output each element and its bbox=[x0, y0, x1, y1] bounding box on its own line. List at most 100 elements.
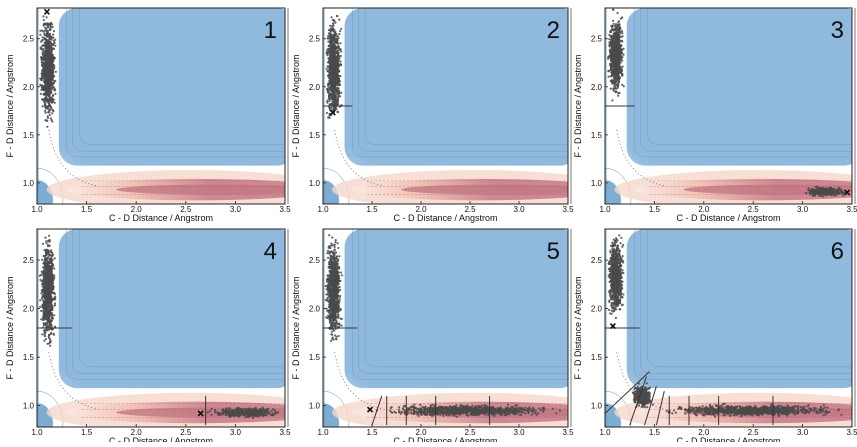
sample-point bbox=[45, 100, 47, 102]
sample-point bbox=[48, 290, 50, 292]
sample-point bbox=[54, 297, 56, 299]
sample-point bbox=[45, 242, 47, 244]
sample-point bbox=[49, 72, 51, 74]
sample-point bbox=[45, 23, 47, 25]
sample-point bbox=[338, 94, 340, 96]
sample-point bbox=[45, 53, 47, 55]
sample-point bbox=[814, 189, 816, 191]
sample-point bbox=[49, 301, 51, 303]
sample-point bbox=[42, 15, 44, 17]
sample-point bbox=[225, 414, 227, 416]
sample-point bbox=[619, 23, 621, 25]
sample-point bbox=[623, 48, 625, 50]
sample-point bbox=[50, 69, 52, 71]
sample-point bbox=[610, 88, 612, 90]
sample-point bbox=[44, 323, 46, 325]
sample-point bbox=[45, 58, 47, 60]
sample-point bbox=[209, 410, 211, 412]
sample-point bbox=[49, 345, 51, 347]
y-tick-label: 2.5 bbox=[23, 35, 35, 44]
sample-point bbox=[327, 257, 329, 259]
sample-point bbox=[336, 96, 338, 98]
sample-point bbox=[333, 250, 335, 252]
sample-point bbox=[39, 306, 41, 308]
sample-point bbox=[335, 66, 337, 68]
sample-point bbox=[622, 35, 624, 37]
sample-point bbox=[339, 30, 341, 32]
sample-point bbox=[44, 34, 46, 36]
sample-point bbox=[328, 60, 330, 62]
sample-point bbox=[45, 108, 47, 110]
sample-point bbox=[618, 20, 620, 22]
sample-point bbox=[825, 188, 827, 190]
sample-point bbox=[339, 280, 341, 282]
y-axis-label: F - D Distance / Angstrom bbox=[573, 54, 583, 157]
sample-point bbox=[328, 91, 330, 93]
sample-point bbox=[231, 413, 233, 415]
sample-point bbox=[39, 34, 41, 36]
sample-point bbox=[623, 85, 625, 87]
x-tick-label: 3.5 bbox=[562, 205, 574, 214]
sample-point bbox=[337, 242, 339, 244]
surface-plateau bbox=[59, 8, 295, 166]
sample-point bbox=[333, 19, 335, 21]
sample-point bbox=[52, 253, 54, 255]
sample-point bbox=[615, 23, 617, 25]
sample-point bbox=[48, 111, 50, 113]
sample-point bbox=[328, 234, 330, 236]
sample-point bbox=[612, 20, 614, 22]
sample-point bbox=[47, 56, 49, 58]
sample-point bbox=[815, 186, 817, 188]
sample-point bbox=[48, 87, 50, 89]
sample-point bbox=[616, 32, 618, 34]
sample-point bbox=[338, 84, 340, 86]
sample-point bbox=[613, 64, 615, 66]
sample-point bbox=[260, 414, 262, 416]
surface-plateau bbox=[345, 229, 578, 388]
sample-point bbox=[49, 251, 51, 253]
sample-point bbox=[54, 302, 56, 304]
y-tick-label: 2.5 bbox=[591, 35, 603, 44]
sample-point bbox=[340, 50, 342, 52]
sample-point bbox=[50, 119, 52, 121]
sample-point bbox=[41, 47, 43, 49]
y-tick-label: 2.0 bbox=[23, 305, 35, 314]
sample-point bbox=[47, 310, 49, 312]
sample-point bbox=[40, 274, 42, 276]
sample-point bbox=[50, 108, 52, 110]
sample-point bbox=[838, 187, 840, 189]
sample-point bbox=[328, 68, 330, 70]
sample-point bbox=[331, 51, 333, 53]
sample-point bbox=[255, 407, 257, 409]
sample-point bbox=[620, 45, 622, 47]
sample-point bbox=[49, 28, 51, 30]
sample-point bbox=[338, 335, 340, 337]
sample-point bbox=[47, 261, 49, 263]
sample-point bbox=[48, 77, 50, 79]
sample-point bbox=[49, 67, 51, 69]
sample-point bbox=[44, 262, 46, 264]
sample-point bbox=[50, 295, 52, 297]
sample-point bbox=[47, 106, 49, 108]
sample-point bbox=[53, 314, 55, 316]
sample-point bbox=[611, 26, 613, 28]
sample-point bbox=[818, 193, 820, 195]
sample-point bbox=[46, 85, 48, 87]
sample-point bbox=[46, 296, 48, 298]
sample-point bbox=[43, 255, 45, 257]
sample-point bbox=[612, 43, 614, 45]
sample-point bbox=[611, 73, 613, 75]
sample-point bbox=[39, 84, 41, 86]
sample-point bbox=[235, 409, 237, 411]
sample-point bbox=[49, 338, 51, 340]
sample-point bbox=[51, 309, 53, 311]
sample-point bbox=[609, 51, 611, 53]
sample-point bbox=[613, 23, 615, 25]
sample-point bbox=[52, 95, 54, 97]
sample-point bbox=[334, 246, 336, 248]
sample-point bbox=[52, 26, 54, 28]
sample-point bbox=[336, 42, 338, 44]
sample-point bbox=[50, 100, 52, 102]
sample-point bbox=[51, 328, 53, 330]
